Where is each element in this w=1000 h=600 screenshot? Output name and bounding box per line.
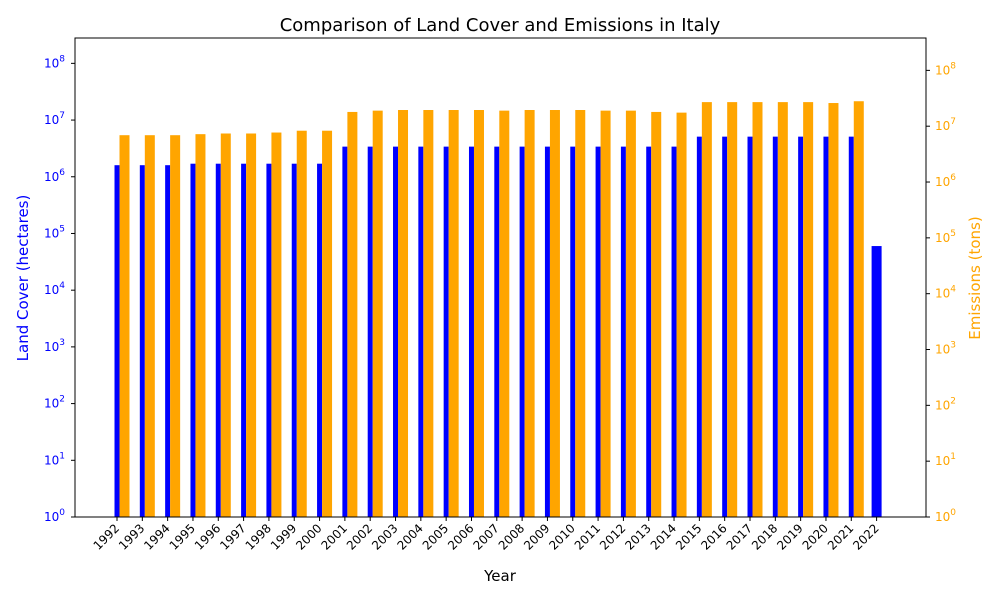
land-cover-bar bbox=[871, 246, 882, 517]
land-cover-bar bbox=[671, 146, 677, 518]
chart-title: Comparison of Land Cover and Emissions i… bbox=[280, 15, 721, 36]
land-cover-bar bbox=[468, 146, 474, 518]
land-cover-bar bbox=[747, 136, 753, 517]
emissions-bar bbox=[296, 130, 307, 517]
land-cover-bars bbox=[114, 136, 882, 518]
emissions-bar bbox=[727, 102, 738, 518]
land-cover-bar bbox=[317, 163, 323, 517]
land-cover-bar bbox=[418, 146, 424, 518]
land-cover-bar bbox=[215, 163, 221, 517]
land-cover-bar bbox=[241, 163, 247, 517]
emissions-bar bbox=[473, 110, 484, 518]
emissions-bar bbox=[575, 110, 586, 518]
emissions-bar bbox=[625, 110, 636, 517]
right-y-axis-label: Emissions (tons) bbox=[966, 216, 984, 339]
land-cover-bar bbox=[544, 146, 550, 518]
emissions-bar bbox=[271, 132, 282, 517]
emissions-bar bbox=[853, 101, 864, 518]
land-cover-bar bbox=[291, 163, 297, 517]
emissions-bar bbox=[195, 134, 206, 517]
emissions-bar bbox=[170, 135, 181, 517]
land-cover-bar bbox=[620, 146, 626, 518]
emissions-bar bbox=[600, 110, 611, 517]
land-cover-bar bbox=[494, 146, 500, 518]
emissions-bar bbox=[803, 102, 814, 518]
land-cover-bar bbox=[595, 146, 601, 518]
emissions-bar bbox=[144, 135, 155, 517]
emissions-bar bbox=[676, 112, 687, 517]
land-cover-bar bbox=[823, 136, 829, 517]
land-cover-bar bbox=[570, 146, 576, 518]
emissions-bar bbox=[347, 111, 358, 517]
land-cover-bar bbox=[266, 163, 272, 517]
land-cover-bar bbox=[367, 146, 373, 518]
land-cover-bar bbox=[696, 136, 702, 517]
emissions-bar bbox=[423, 110, 434, 518]
land-cover-bar bbox=[646, 146, 652, 518]
left-y-axis-label: Land Cover (hectares) bbox=[14, 195, 32, 362]
emissions-bar bbox=[752, 102, 763, 518]
emissions-bar bbox=[828, 103, 839, 517]
land-cover-bar bbox=[139, 165, 145, 517]
land-cover-bar bbox=[848, 136, 854, 517]
emissions-bar bbox=[549, 110, 560, 518]
emissions-bar bbox=[499, 110, 510, 517]
x-axis-label: Year bbox=[483, 567, 517, 585]
land-cover-bar bbox=[342, 146, 348, 518]
land-cover-bar bbox=[443, 146, 449, 518]
emissions-bar bbox=[246, 133, 257, 517]
emissions-bar bbox=[448, 110, 459, 518]
emissions-bar bbox=[119, 135, 130, 517]
emissions-bar bbox=[701, 102, 712, 518]
emissions-bar bbox=[524, 110, 535, 518]
land-cover-bar bbox=[772, 136, 778, 517]
emissions-bar bbox=[777, 102, 788, 518]
land-cover-bar bbox=[798, 136, 804, 517]
land-cover-bar bbox=[519, 146, 525, 518]
land-cover-bar bbox=[722, 136, 728, 517]
emissions-bars bbox=[119, 101, 864, 518]
emissions-bar bbox=[220, 133, 231, 517]
plot-frame bbox=[74, 37, 927, 518]
land-cover-bar bbox=[190, 163, 196, 517]
emissions-bar bbox=[322, 130, 333, 517]
land-cover-bar bbox=[114, 165, 120, 517]
land-cover-bar bbox=[165, 165, 171, 517]
emissions-bar bbox=[651, 111, 662, 517]
emissions-bar bbox=[372, 110, 383, 517]
emissions-bar bbox=[398, 110, 409, 518]
land-cover-bar bbox=[393, 146, 399, 518]
